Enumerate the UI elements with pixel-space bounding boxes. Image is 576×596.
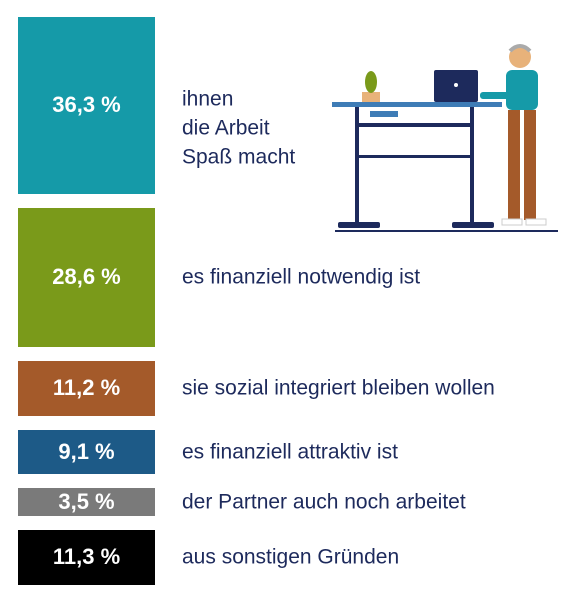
value-label: 28,6 %	[52, 264, 121, 290]
bar: 11,2 %	[18, 361, 155, 416]
desk-illustration	[332, 44, 558, 232]
category-label: der Partner auch noch arbeitet	[182, 490, 466, 514]
category-label: es finanziell attraktiv ist	[182, 440, 398, 464]
bar: 9,1 %	[18, 429, 155, 474]
value-label: 36,3 %	[52, 92, 121, 118]
bar: 36,3 %	[18, 17, 155, 194]
value-label: 9,1 %	[58, 438, 115, 464]
bar: 11,3 %	[18, 529, 155, 585]
category-label: ihnen die Arbeit Spaß macht	[182, 87, 296, 169]
value-label: 3,5 %	[58, 488, 115, 514]
bar: 3,5 %	[18, 487, 155, 516]
category-label: aus sonstigen Gründen	[182, 545, 400, 569]
category-label: es finanziell notwendig ist	[182, 265, 421, 289]
value-label: 11,2 %	[52, 375, 121, 401]
category-label: sie sozial integriert bleiben wollen	[182, 376, 495, 400]
value-label: 11,3 %	[52, 544, 121, 570]
bar: 28,6 %	[18, 207, 155, 348]
